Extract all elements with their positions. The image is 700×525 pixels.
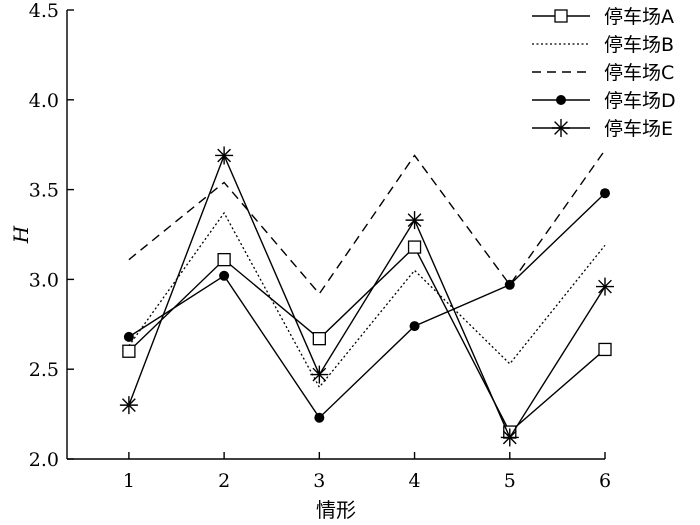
legend: 停车场A 停车场B 停车场C 停车场D 停车场E bbox=[532, 6, 676, 140]
data-point bbox=[504, 279, 515, 290]
series-4 bbox=[123, 188, 610, 423]
legend-label: 停车场B bbox=[604, 34, 674, 56]
y-tick-label: 3.0 bbox=[29, 269, 59, 291]
legend-marker bbox=[552, 119, 570, 137]
x-tick-label: 4 bbox=[409, 470, 421, 492]
series-2 bbox=[128, 211, 606, 389]
legend-marker bbox=[556, 95, 566, 105]
x-axis-title: 情形 bbox=[316, 498, 356, 522]
series-line bbox=[128, 149, 606, 295]
data-point bbox=[596, 277, 614, 296]
series-line bbox=[128, 245, 606, 434]
axes: 2.0 2.5 3.0 3.5 4.0 4.5 1 2 3 4 5 6 bbox=[29, 0, 611, 492]
series-1 bbox=[122, 240, 612, 439]
y-tick-label: 4.5 bbox=[29, 0, 59, 22]
legend-item: 停车场C bbox=[532, 62, 674, 84]
data-point bbox=[219, 270, 230, 281]
data-point bbox=[405, 211, 424, 230]
series-5 bbox=[119, 146, 614, 447]
x-tick-label: 2 bbox=[218, 470, 230, 492]
data-point bbox=[314, 412, 325, 423]
series-line bbox=[128, 192, 606, 419]
x-tick-label: 6 bbox=[599, 470, 611, 492]
data-point bbox=[119, 396, 138, 415]
data-point bbox=[215, 146, 234, 165]
legend-item: 停车场B bbox=[532, 34, 674, 56]
y-axis-title: H bbox=[9, 225, 33, 244]
data-point bbox=[312, 332, 326, 346]
data-point bbox=[598, 342, 612, 357]
series-line bbox=[128, 211, 606, 389]
data-point bbox=[122, 344, 136, 358]
y-tick-label: 2.0 bbox=[29, 449, 59, 471]
x-tick-label: 5 bbox=[504, 470, 516, 492]
y-tick-label: 2.5 bbox=[29, 359, 59, 381]
series-3 bbox=[128, 149, 606, 295]
legend-item: 停车场A bbox=[532, 6, 674, 28]
x-tick-label: 1 bbox=[123, 470, 135, 492]
x-tick-label: 3 bbox=[313, 470, 325, 492]
data-point bbox=[407, 240, 422, 254]
legend-label: 停车场A bbox=[604, 6, 674, 28]
legend-item: 停车场D bbox=[532, 90, 676, 112]
legend-label: 停车场C bbox=[604, 62, 674, 84]
legend-item: 停车场E bbox=[532, 118, 673, 140]
legend-label: 停车场E bbox=[604, 118, 673, 140]
y-tick-label: 3.5 bbox=[29, 180, 59, 202]
legend-label: 停车场D bbox=[604, 90, 676, 112]
data-point bbox=[123, 331, 134, 342]
data-point bbox=[500, 428, 519, 447]
series-layer bbox=[119, 146, 614, 447]
data-point bbox=[600, 188, 610, 199]
data-point bbox=[409, 321, 420, 332]
y-tick-label: 4.0 bbox=[29, 90, 59, 112]
legend-marker bbox=[554, 9, 568, 23]
data-point bbox=[217, 252, 231, 267]
series-line bbox=[128, 153, 606, 439]
data-point bbox=[310, 365, 329, 384]
